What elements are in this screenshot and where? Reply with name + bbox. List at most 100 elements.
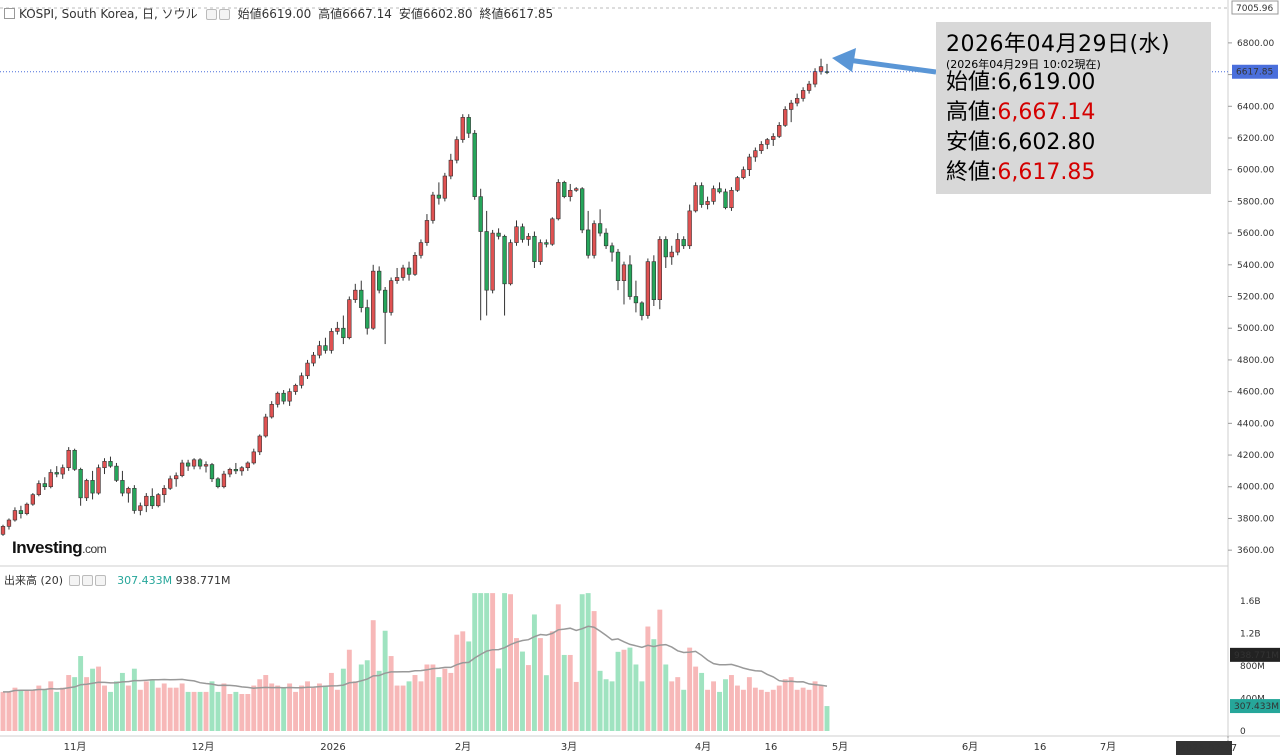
volume-bar [305,681,310,731]
tooltip-low: 安値:6,602.80 [946,130,1096,155]
settings-icon[interactable] [81,575,93,586]
volume-bar [764,691,770,731]
volume-bar [687,647,693,731]
volume-bar [520,651,525,731]
candle-body [388,280,394,313]
volume-bar [484,593,490,731]
candle-body [371,270,376,329]
volume-bar [125,685,131,731]
volume-ma-box [1230,647,1280,662]
candle-body [305,362,310,377]
candle-body [293,384,298,392]
candle-body [586,229,591,256]
volume-bar [317,683,322,731]
volume-bar [651,639,657,731]
volume-bar [723,679,728,731]
volume-bar [239,694,245,731]
volume-bar [6,691,12,731]
volume-bar [669,681,675,731]
candle-body [90,480,95,494]
candlesticks [0,58,830,536]
volume-tick-label: 0 [1240,727,1246,737]
volume-bar [597,670,603,731]
volume-bar [215,691,221,731]
volume-bar [812,681,818,731]
price-tick-label: 5200.00 [1237,293,1274,303]
volume-bar [711,681,717,731]
close-icon[interactable] [94,575,106,586]
volume-bar [740,689,746,731]
candle-body [466,117,471,134]
price-tick-label: 5800.00 [1237,197,1274,207]
price-tick-label: 4400.00 [1237,419,1274,429]
candle-body [162,488,167,495]
volume-bar [30,689,36,731]
pointer-arrow [832,48,937,75]
candle-body [794,98,800,104]
volume-buttons[interactable] [68,575,108,590]
time-label: 11月 [64,741,87,753]
volume-bar [514,638,519,731]
volume-bar [609,681,615,731]
candle-body [185,462,191,467]
volume-tick-label: 1.2B [1240,630,1261,640]
volume-bar [346,649,352,731]
settings-icon[interactable] [218,9,230,20]
eye-icon[interactable] [205,9,217,20]
volume-bar [681,689,687,731]
volume-bar [143,681,149,731]
candle-body [323,345,328,351]
candle-body [675,239,680,253]
arrow-shaft [847,57,937,75]
volume-bar [173,687,179,731]
time-label: 16 [1034,742,1047,753]
volume-ma: 938.771M [175,574,231,587]
volume-bar [496,668,502,731]
candle-body [591,223,597,256]
volume-bar [591,611,597,731]
price-tick-label: 4800.00 [1237,356,1274,366]
candle-body [347,299,352,339]
candle-body [215,478,221,488]
candle-body [639,302,645,316]
volume-bar [102,685,107,731]
candle-body [717,188,722,193]
volume-bar [490,593,496,731]
volume-bar [448,672,454,731]
volume-ma-line [3,625,828,693]
eye-icon[interactable] [68,575,80,586]
investing-logo: Investing.com [12,538,107,557]
candle-body [203,464,209,467]
volume-bar [424,664,430,731]
volume-label[interactable]: 出来高 (20) [4,574,64,587]
volume-bar [245,694,251,731]
volume-bar [12,687,18,731]
candle-body [30,494,36,505]
volume-bar [388,656,394,731]
candle-body [711,188,716,202]
candle-body [144,495,149,507]
candle-body [227,469,233,475]
header-buttons[interactable] [205,8,232,24]
candle-body [18,510,24,514]
price-tick-label: 3600.00 [1237,546,1274,556]
candle-body [197,459,203,467]
candle-body [699,185,704,205]
symbol-title[interactable]: KOSPI, South Korea, 日, ソウル [19,7,198,21]
top-price-label: 7005.96 [1236,4,1273,14]
collapse-icon[interactable] [4,8,15,19]
volume-bar [84,677,90,731]
candle-body [24,503,30,514]
volume-bar [78,656,84,731]
candle-body [138,505,143,511]
tooltip-date: 2026年04月29日(水) [946,32,1171,57]
candle-body [777,125,782,137]
candle-body [6,519,12,527]
volume-bar [287,683,293,731]
volume-bar [508,594,513,731]
volume-bar [191,691,197,731]
volume-bar [430,664,436,731]
